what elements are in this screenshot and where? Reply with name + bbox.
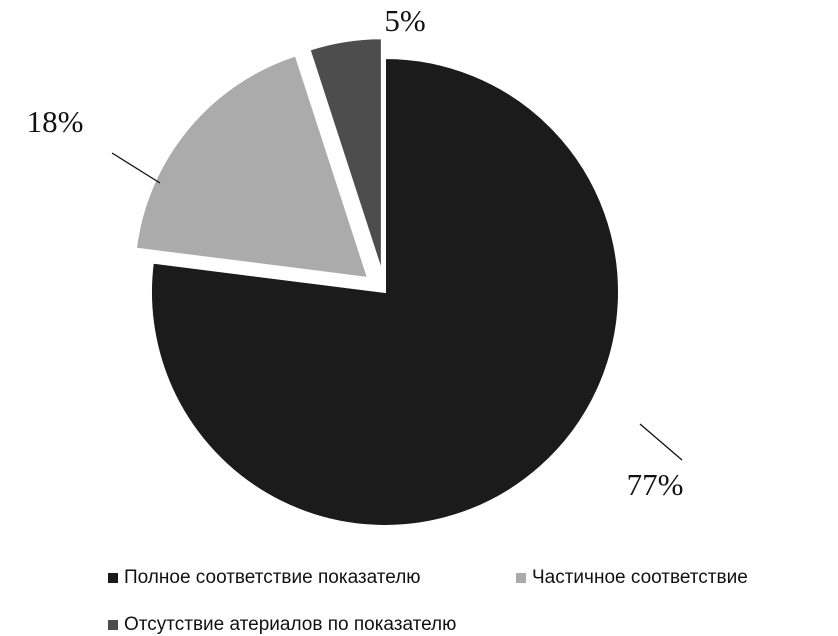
data-label: 77% — [627, 467, 684, 502]
legend-marker — [108, 573, 118, 583]
data-label: 5% — [384, 3, 425, 38]
legend-label: Отсутствие атериалов по показателю — [124, 614, 456, 635]
legend-marker — [516, 573, 526, 583]
leader-line — [111, 152, 161, 184]
leader-line — [639, 423, 683, 461]
legend-label: Частичное соответствие — [532, 567, 748, 588]
pie-slice — [134, 54, 370, 280]
pie-slice — [308, 37, 383, 273]
data-label: 18% — [27, 104, 84, 139]
legend-label: Полное соответствие показателю — [124, 567, 421, 588]
legend-marker — [108, 620, 118, 630]
pie-slice — [150, 56, 620, 527]
